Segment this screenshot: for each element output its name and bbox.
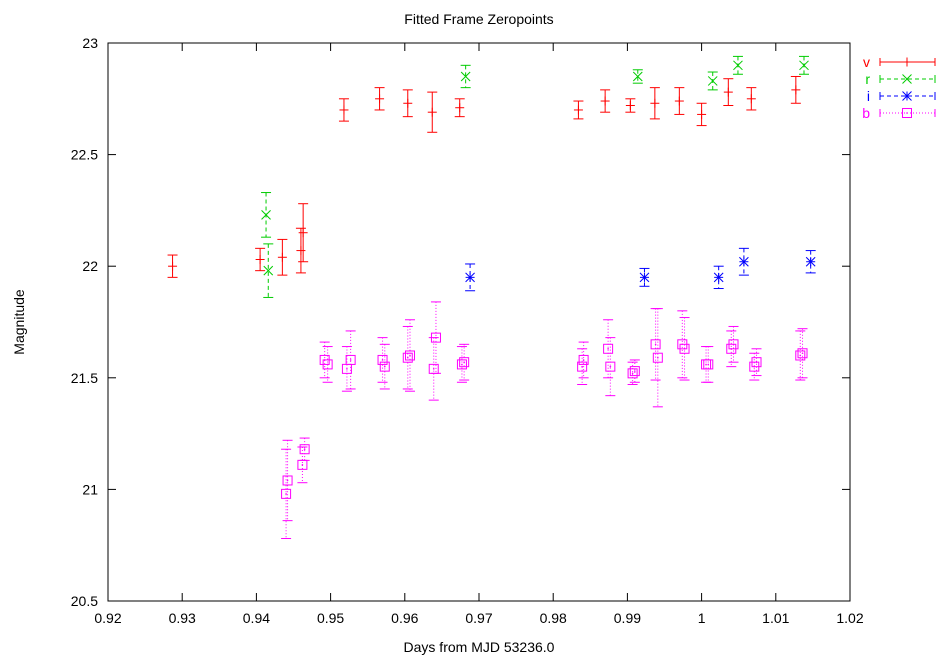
legend-item-b: b — [862, 105, 936, 121]
data-point — [674, 87, 685, 115]
data-point — [701, 346, 712, 383]
data-point — [797, 328, 808, 379]
data-point — [281, 448, 292, 540]
x-tick-label: 0.93 — [169, 610, 196, 626]
data-point — [696, 102, 707, 127]
x-tick-label: 1.01 — [762, 610, 789, 626]
y-tick-label: 20.5 — [71, 593, 98, 609]
x-tick-label: 1.02 — [836, 610, 863, 626]
data-point — [345, 330, 356, 390]
data-point — [377, 337, 388, 383]
data-point — [798, 55, 809, 75]
legend-label: v — [863, 54, 870, 70]
x-tick-label: 0.97 — [465, 610, 492, 626]
data-point — [650, 308, 661, 381]
data-point — [738, 247, 749, 276]
data-point — [167, 254, 178, 278]
data-point — [649, 87, 660, 120]
data-point — [379, 343, 390, 390]
data-point — [627, 361, 638, 385]
series-b — [281, 301, 808, 540]
data-point — [374, 87, 385, 111]
x-tick-label: 0.98 — [540, 610, 567, 626]
data-point — [454, 98, 465, 118]
legend-label: i — [867, 88, 870, 104]
x-tick-label: 0.99 — [614, 610, 641, 626]
data-point — [605, 337, 616, 397]
series-v — [167, 75, 801, 278]
data-point — [277, 238, 288, 276]
data-point — [263, 243, 274, 298]
data-point — [430, 301, 441, 374]
data-point — [255, 247, 266, 272]
y-tick-label: 21.5 — [71, 370, 98, 386]
series-r — [261, 55, 809, 298]
data-point — [713, 265, 724, 290]
data-point — [456, 346, 467, 383]
x-tick-label: 1 — [698, 610, 706, 626]
chart-title: Fitted Frame Zeropoints — [404, 11, 553, 27]
legend-label: r — [865, 71, 870, 87]
x-axis-label: Days from MJD 53236.0 — [404, 639, 555, 655]
data-point — [465, 263, 476, 292]
legend-item-r: r — [865, 71, 936, 87]
data-point — [751, 348, 762, 377]
data-point — [679, 317, 690, 381]
data-point — [299, 437, 310, 461]
data-point — [728, 325, 739, 363]
series-layer — [167, 55, 816, 540]
data-point — [723, 78, 734, 106]
data-point — [402, 89, 413, 118]
data-point — [795, 330, 806, 381]
y-tick-label: 23 — [82, 35, 98, 51]
x-tick-label: 0.96 — [391, 610, 418, 626]
data-point — [297, 446, 308, 484]
data-point — [573, 100, 584, 120]
data-point — [295, 227, 306, 274]
series-i — [465, 247, 816, 292]
axis-ticks: 0.92 0.93 0.94 0.95 0.96 0.97 0.98 0.99 1 1.01 1.0… — [71, 35, 864, 626]
data-point — [282, 439, 293, 522]
data-point — [577, 348, 588, 385]
data-point — [428, 337, 439, 401]
data-point — [629, 359, 640, 383]
legend-label: b — [862, 105, 870, 121]
data-point — [632, 69, 643, 84]
data-point — [732, 55, 743, 75]
data-point — [805, 250, 816, 274]
data-point — [261, 192, 272, 238]
data-point — [427, 91, 438, 133]
data-point — [404, 319, 415, 392]
legend-item-i: i — [867, 88, 936, 104]
data-point — [707, 71, 718, 91]
y-tick-label: 22 — [82, 258, 98, 274]
data-point — [459, 343, 470, 381]
data-point — [322, 346, 333, 383]
data-point — [338, 98, 349, 122]
data-point — [578, 341, 589, 379]
data-point — [790, 75, 801, 104]
data-point — [341, 346, 352, 392]
y-tick-label: 22.5 — [71, 147, 98, 163]
x-tick-label: 0.95 — [317, 610, 344, 626]
data-point — [402, 325, 413, 390]
data-point — [639, 267, 650, 287]
data-point — [652, 308, 663, 408]
x-tick-label: 0.94 — [243, 610, 270, 626]
data-point — [460, 64, 471, 89]
data-point — [600, 89, 611, 113]
y-axis-label: Magnitude — [11, 289, 27, 355]
data-point — [603, 319, 614, 379]
data-point — [298, 203, 309, 263]
data-point — [703, 346, 714, 383]
plot-frame — [107, 42, 851, 602]
x-tick-label: 0.92 — [94, 610, 121, 626]
data-point — [625, 98, 636, 113]
y-tick-label: 21 — [82, 481, 98, 497]
data-point — [746, 87, 757, 111]
legend-item-v: v — [863, 54, 936, 70]
